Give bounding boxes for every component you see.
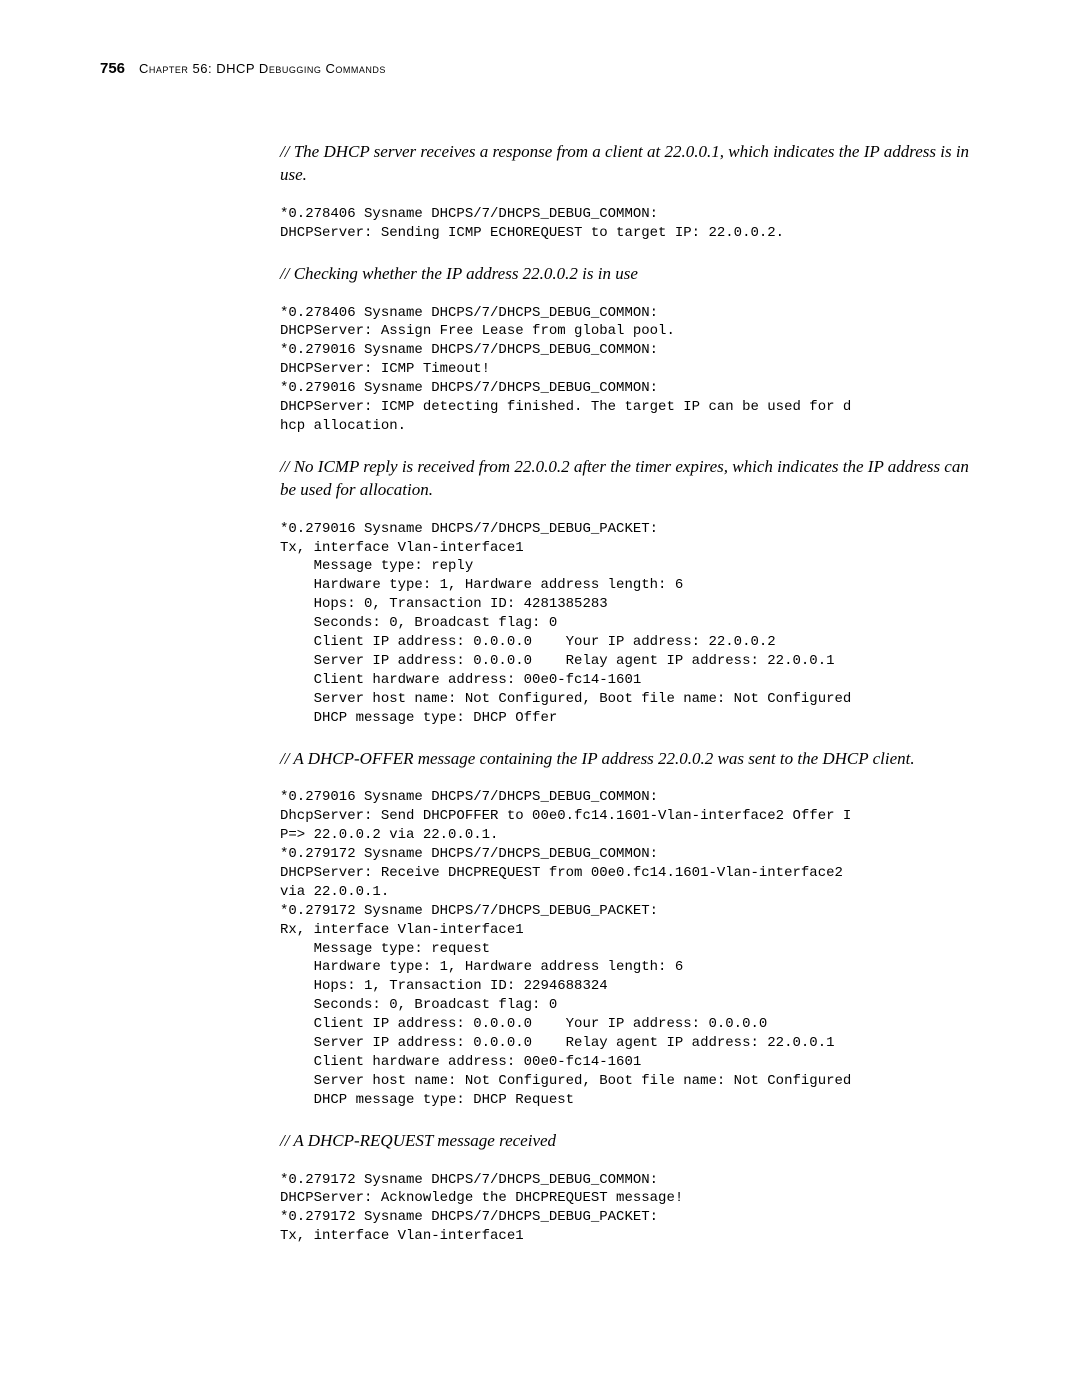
code-block: *0.279016 Sysname DHCPS/7/DHCPS_DEBUG_PA… xyxy=(280,520,980,728)
page-header: 756 Chapter 56: DHCP Debugging Commands xyxy=(100,60,980,77)
chapter-title: Chapter 56: DHCP Debugging Commands xyxy=(139,61,386,76)
content-area: // The DHCP server receives a response f… xyxy=(280,141,980,1246)
comment-block: // A DHCP-REQUEST message received xyxy=(280,1130,980,1153)
page-number: 756 xyxy=(100,60,125,77)
comment-block: // No ICMP reply is received from 22.0.0… xyxy=(280,456,980,502)
code-block: *0.279016 Sysname DHCPS/7/DHCPS_DEBUG_CO… xyxy=(280,788,980,1109)
code-block: *0.278406 Sysname DHCPS/7/DHCPS_DEBUG_CO… xyxy=(280,304,980,436)
code-block: *0.279172 Sysname DHCPS/7/DHCPS_DEBUG_CO… xyxy=(280,1171,980,1247)
comment-block: // Checking whether the IP address 22.0.… xyxy=(280,263,980,286)
comment-block: // The DHCP server receives a response f… xyxy=(280,141,980,187)
comment-block: // A DHCP-OFFER message containing the I… xyxy=(280,748,980,771)
code-block: *0.278406 Sysname DHCPS/7/DHCPS_DEBUG_CO… xyxy=(280,205,980,243)
